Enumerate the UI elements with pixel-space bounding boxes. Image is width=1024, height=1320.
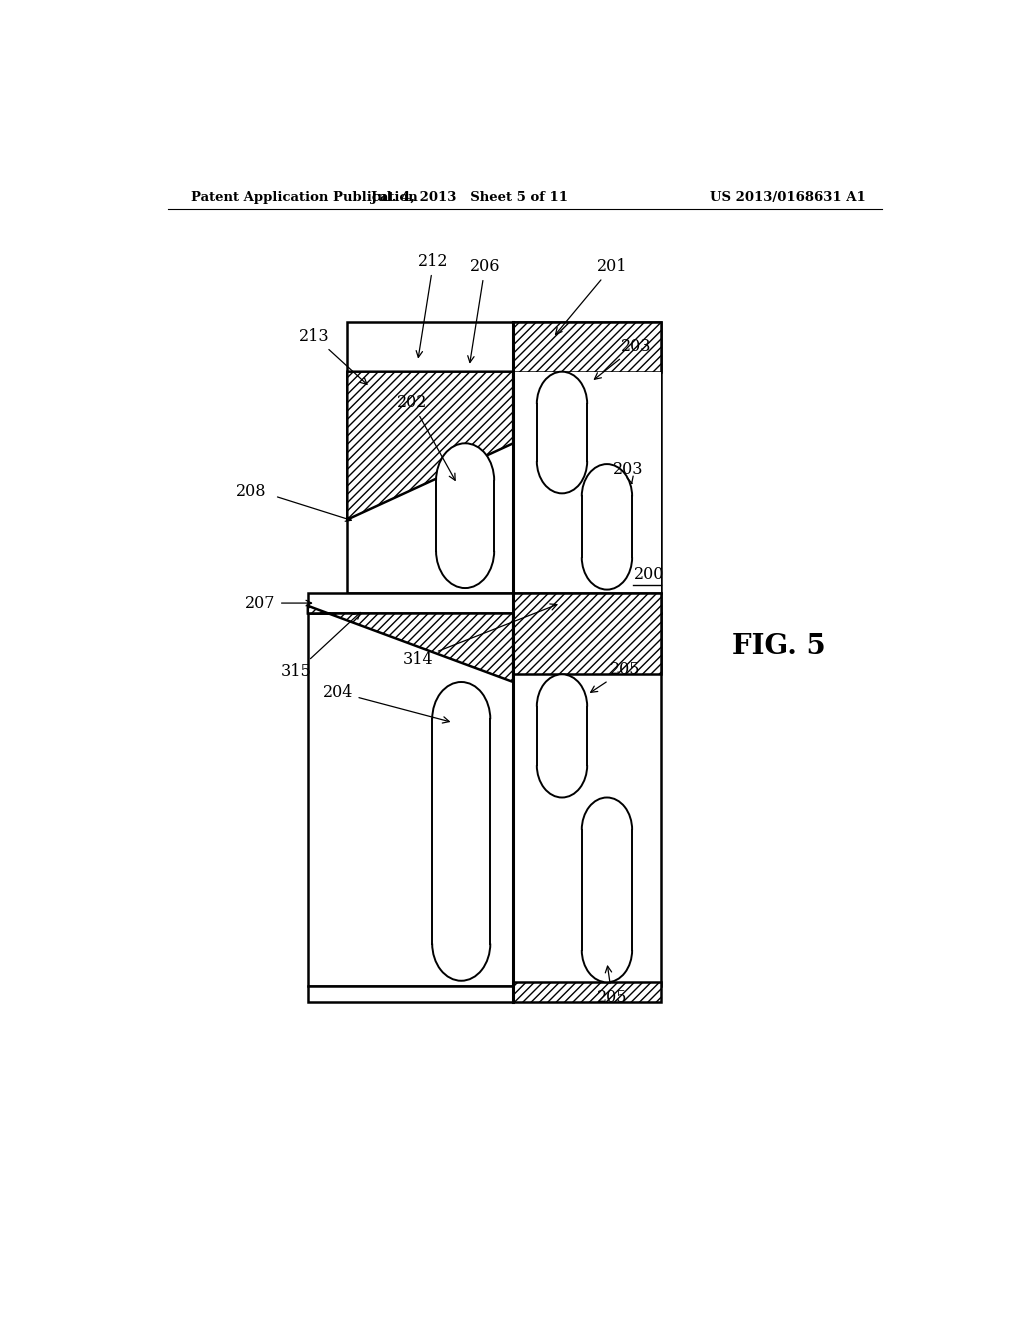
Bar xyxy=(513,322,662,372)
Text: 205: 205 xyxy=(591,661,641,692)
Bar xyxy=(513,593,662,675)
Text: 203: 203 xyxy=(612,461,643,483)
Polygon shape xyxy=(582,465,632,590)
Bar xyxy=(436,480,495,550)
Text: 314: 314 xyxy=(402,605,557,668)
Text: 212: 212 xyxy=(416,253,449,358)
Polygon shape xyxy=(537,675,587,797)
Bar xyxy=(308,593,513,614)
Text: 203: 203 xyxy=(594,338,651,379)
Polygon shape xyxy=(436,444,495,587)
Text: 206: 206 xyxy=(468,257,501,363)
Text: 207: 207 xyxy=(246,594,275,611)
Bar xyxy=(537,706,587,766)
Text: US 2013/0168631 A1: US 2013/0168631 A1 xyxy=(711,191,866,203)
Text: FIG. 5: FIG. 5 xyxy=(732,632,825,660)
Bar xyxy=(432,719,490,944)
Text: 201: 201 xyxy=(556,257,628,334)
Bar xyxy=(308,986,513,1002)
Polygon shape xyxy=(308,606,513,682)
Bar xyxy=(513,372,662,593)
Bar xyxy=(308,614,662,986)
Text: 315: 315 xyxy=(281,612,360,680)
Bar xyxy=(513,982,662,1002)
Bar xyxy=(582,830,632,950)
Text: Jul. 4, 2013   Sheet 5 of 11: Jul. 4, 2013 Sheet 5 of 11 xyxy=(371,191,567,203)
Text: 205: 205 xyxy=(597,966,628,1006)
Text: Patent Application Publication: Patent Application Publication xyxy=(191,191,418,203)
Polygon shape xyxy=(582,797,632,982)
Bar xyxy=(537,404,587,461)
Bar xyxy=(513,593,662,614)
Text: 202: 202 xyxy=(397,395,455,480)
Polygon shape xyxy=(432,682,490,981)
Text: 200: 200 xyxy=(634,565,665,582)
Text: 208: 208 xyxy=(236,483,266,499)
Text: 204: 204 xyxy=(324,684,450,723)
Bar xyxy=(582,496,632,557)
Bar xyxy=(347,322,662,593)
Text: 213: 213 xyxy=(299,327,367,384)
Polygon shape xyxy=(347,372,513,520)
Polygon shape xyxy=(537,372,587,494)
